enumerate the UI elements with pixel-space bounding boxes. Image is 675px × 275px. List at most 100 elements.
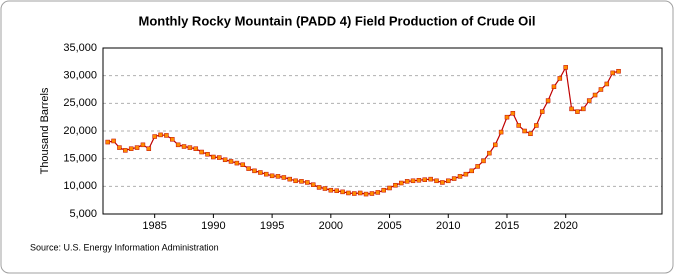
data-point (510, 111, 516, 116)
data-point (504, 114, 510, 120)
data-point (258, 170, 263, 175)
data-point (363, 191, 369, 197)
x-tick-label: 2000 (319, 220, 343, 232)
data-point (158, 132, 163, 138)
data-point (446, 178, 451, 184)
data-point (228, 159, 234, 164)
data-point (293, 178, 298, 184)
data-point (422, 177, 428, 182)
data-point (111, 138, 116, 144)
data-point (451, 176, 457, 181)
y-tick-label: 5,000 (69, 208, 97, 220)
x-tick-label: 2010 (436, 220, 460, 232)
data-point (592, 92, 598, 98)
data-point (134, 145, 140, 150)
data-point (164, 133, 169, 138)
data-point (498, 129, 504, 135)
data-point (340, 189, 345, 195)
data-point (586, 98, 592, 103)
chart-title: Monthly Rocky Mountain (PADD 4) Field Pr… (139, 13, 536, 28)
data-point (222, 157, 228, 163)
data-point (575, 109, 580, 114)
data-point (410, 178, 416, 184)
data-point (316, 185, 322, 190)
data-point (487, 150, 492, 156)
data-point (516, 123, 521, 128)
data-point (399, 180, 404, 186)
x-tick-label: 2020 (553, 220, 577, 232)
data-point (581, 106, 586, 112)
data-point (428, 176, 433, 182)
data-point (551, 84, 557, 89)
data-point (381, 187, 386, 193)
data-point (416, 177, 422, 183)
data-point (170, 137, 175, 142)
data-point (598, 87, 604, 92)
y-tick-label: 30,000 (63, 70, 97, 82)
data-point (357, 190, 363, 196)
y-tick-label: 15,000 (63, 153, 97, 165)
x-tick-label: 1985 (142, 220, 166, 232)
data-point (481, 158, 486, 164)
data-point (281, 175, 287, 180)
data-point (434, 178, 439, 184)
data-point (534, 123, 539, 128)
data-point (393, 182, 398, 188)
y-tick-label: 35,000 (63, 42, 97, 54)
data-point (187, 145, 193, 150)
data-point (539, 109, 545, 114)
data-point (328, 187, 334, 193)
series-line (107, 65, 619, 195)
data-point (492, 142, 498, 148)
y-tick-label: 20,000 (63, 125, 97, 137)
data-point (205, 151, 210, 157)
data-point (457, 174, 463, 179)
x-tick-label: 2015 (495, 220, 519, 232)
data-point (211, 154, 216, 160)
data-point (193, 146, 199, 151)
data-point (240, 162, 245, 168)
data-point (234, 160, 240, 166)
data-point (616, 68, 621, 74)
source-note: Source: U.S. Energy Information Administ… (30, 242, 219, 252)
data-point (252, 168, 257, 174)
data-point (545, 98, 551, 103)
data-point (522, 128, 527, 134)
data-point (175, 142, 181, 148)
data-point (463, 171, 469, 177)
data-point (305, 180, 310, 185)
data-point (610, 70, 615, 76)
data-point (269, 173, 275, 179)
data-point (569, 106, 574, 112)
data-point (181, 144, 187, 149)
data-point (469, 168, 475, 174)
data-point (352, 191, 357, 196)
data-point (404, 179, 410, 184)
x-tick-label: 2005 (377, 220, 401, 232)
data-point (275, 174, 281, 179)
y-axis-label: Thousand Barrels (39, 87, 51, 174)
data-point (152, 134, 157, 139)
data-point (246, 166, 251, 171)
data-point (199, 149, 204, 155)
data-point (322, 186, 328, 191)
data-point (604, 81, 610, 87)
data-point (263, 171, 269, 177)
data-point (310, 182, 316, 187)
data-point (299, 179, 304, 184)
data-point (146, 146, 152, 151)
x-tick-label: 1995 (260, 220, 284, 232)
data-point (528, 131, 533, 137)
data-point (475, 164, 480, 169)
data-point (128, 146, 134, 151)
data-point (287, 176, 292, 182)
data-point (440, 180, 445, 185)
x-tick-label: 1990 (201, 220, 225, 232)
data-point (123, 148, 128, 153)
data-point (563, 65, 568, 70)
data-point (117, 145, 122, 150)
data-point (375, 190, 381, 195)
data-point (105, 139, 110, 145)
